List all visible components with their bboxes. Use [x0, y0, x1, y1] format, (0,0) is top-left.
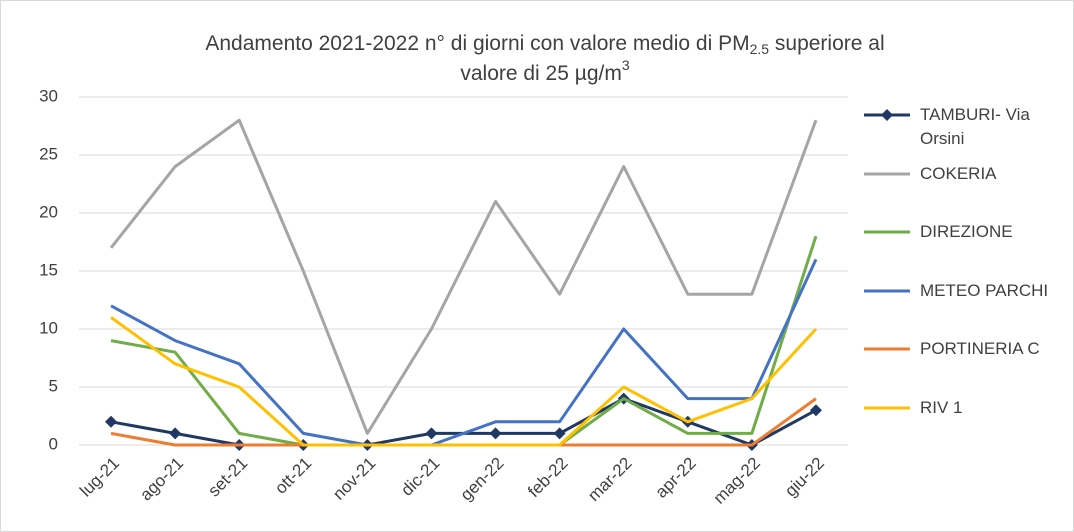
chart-title: valore di 25 µg/m3: [460, 57, 630, 85]
y-tick-label: 25: [39, 144, 58, 163]
x-tick-label: lug-21: [76, 454, 123, 501]
legend-label: METEO PARCHI: [920, 280, 1049, 300]
y-tick-label: 20: [39, 202, 58, 221]
x-tick-label: apr-22: [652, 454, 700, 502]
y-tick-label: 15: [39, 260, 58, 279]
y-tick-label: 5: [49, 376, 58, 395]
x-tick-label: giu-22: [781, 454, 828, 501]
marker: [489, 427, 502, 440]
legend-item: TAMBURI- Via Orsini: [862, 103, 1050, 151]
y-tick-label: 30: [39, 86, 58, 105]
legend-label: COKERIA: [920, 163, 997, 183]
series-line: [110, 316, 818, 447]
legend-swatch: [864, 406, 910, 409]
title-part: superiore al: [769, 32, 885, 55]
legend-label: RIV 1: [920, 397, 963, 417]
legend-swatch: [864, 230, 910, 234]
legend-label: TAMBURI- Via Orsini: [920, 105, 1030, 148]
legend-item: METEO PARCHI: [862, 279, 1050, 303]
legend-marker: [881, 109, 893, 121]
series-line: [109, 118, 818, 435]
x-tick-label: ago-21: [136, 454, 187, 505]
marker: [169, 427, 182, 440]
title-part: 2.5: [750, 41, 770, 57]
legend-item: PORTINERIA C: [862, 337, 1050, 361]
legend-swatch: [864, 289, 910, 292]
marker: [553, 427, 566, 440]
marker: [425, 427, 438, 440]
x-tick-label: feb-22: [524, 454, 572, 502]
chart-title: Andamento 2021-2022 n° di giorni con val…: [205, 32, 884, 57]
x-tick-label: set-21: [204, 454, 251, 501]
marker: [105, 415, 118, 428]
series-line: [110, 258, 818, 447]
y-tick-label: 10: [39, 318, 58, 337]
legend-label: DIREZIONE: [920, 222, 1013, 241]
legend-item: DIREZIONE: [862, 220, 1050, 244]
legend-item: COKERIA: [862, 162, 1050, 186]
y-tick-label: 0: [49, 434, 58, 453]
title-part: 3: [622, 57, 630, 73]
legend-swatch: [864, 109, 910, 121]
legend-swatch: [864, 347, 910, 351]
x-tick-label: dic-21: [397, 454, 443, 500]
title-part: Andamento 2021-2022 n° di giorni con val…: [205, 32, 749, 55]
legend-label: PORTINERIA C: [920, 339, 1040, 358]
x-tick-label: nov-21: [329, 454, 379, 504]
x-tick-label: gen-22: [457, 454, 508, 505]
legend-item: RIV 1: [862, 396, 1050, 420]
x-tick-label: mag-22: [710, 454, 764, 508]
title-part: valore di 25 µg/m: [460, 62, 622, 85]
x-tick-label: mar-22: [584, 454, 636, 506]
legend-swatch: [864, 172, 910, 175]
marker: [809, 404, 822, 417]
x-tick-label: ott-21: [271, 454, 315, 498]
